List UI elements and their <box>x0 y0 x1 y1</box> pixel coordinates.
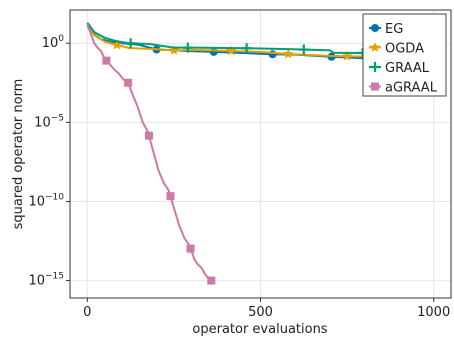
legend-item-graal: GRAAL <box>369 61 430 76</box>
legend: EG OGDA GRAAL aGRAAL <box>362 13 447 97</box>
series-line-ogda <box>86 25 434 61</box>
series-marker-agraal <box>186 244 195 253</box>
legend-label: GRAAL <box>385 61 430 76</box>
series-line-graal <box>86 22 434 58</box>
series-marker-ogda <box>168 44 180 55</box>
legend-marker-graal <box>370 62 380 72</box>
x-tick-label: 500 <box>248 305 273 320</box>
series-marker-agraal <box>124 78 133 87</box>
series-marker-graal <box>241 43 252 54</box>
x-tick-label: 1000 <box>417 305 450 320</box>
y-axis-title: squared operator norm <box>11 79 26 230</box>
series-marker-ogda <box>225 45 237 56</box>
y-tick-label: 10−15 <box>28 272 64 289</box>
series-marker-graal <box>182 42 193 53</box>
series-marker-eg <box>268 50 277 59</box>
x-tick-label: 0 <box>83 305 91 320</box>
series-marker-agraal <box>166 192 175 201</box>
legend-marker-agraal <box>371 82 379 91</box>
legend-label: OGDA <box>385 42 424 57</box>
series-marker-graal <box>125 38 136 49</box>
x-axis-title: operator evaluations <box>192 322 327 337</box>
legend-marker-ogda <box>369 42 381 52</box>
y-tick-label: 100 <box>42 34 65 51</box>
series-layer <box>86 22 434 285</box>
y-ticks: 100 10−5 10−10 10−15 <box>28 34 70 289</box>
series-agraal <box>86 23 216 285</box>
x-ticks: 0 500 1000 <box>83 298 450 320</box>
y-tick-label: 10−10 <box>28 192 64 209</box>
series-marker-ogda <box>341 50 353 61</box>
series-marker-agraal <box>207 276 216 285</box>
legend-label: EG <box>385 22 403 37</box>
legend-item-ogda: OGDA <box>369 42 424 57</box>
y-tick-label: 10−5 <box>34 113 64 130</box>
series-marker-ogda <box>111 39 122 50</box>
series-marker-ogda <box>282 48 294 59</box>
series-marker-agraal <box>144 131 153 140</box>
legend-item-agraal: aGRAAL <box>369 81 438 96</box>
series-marker-graal <box>298 44 309 55</box>
legend-item-eg: EG <box>369 22 403 37</box>
series-marker-eg <box>209 47 218 56</box>
legend-marker-eg <box>371 24 379 32</box>
legend-label: aGRAAL <box>385 81 438 96</box>
series-marker-agraal <box>102 56 111 65</box>
